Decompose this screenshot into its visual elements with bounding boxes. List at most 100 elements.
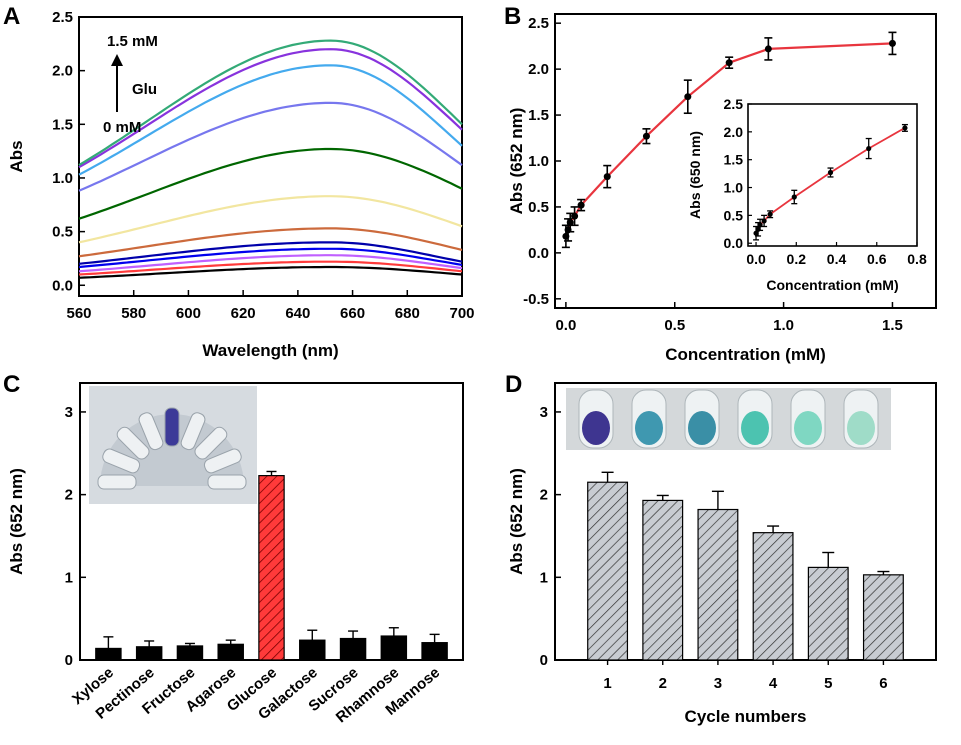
inset-y-axis-label: Abs (650 nm) xyxy=(687,131,703,219)
inset-y-tick-label: 0.5 xyxy=(724,207,744,223)
y-axis-label: Abs xyxy=(7,140,26,172)
tube-solution-6 xyxy=(847,411,875,445)
panel-label-a: A xyxy=(3,3,20,30)
panel-b: 0.0 0.5 1.0 1.5 -0.5 0.0 0.5 1.0 1.5 2.0 2.5 Concen… xyxy=(507,13,937,364)
spectrum-line-0 xyxy=(78,265,463,279)
y-tick-label: 1.0 xyxy=(528,153,549,170)
data-point xyxy=(603,173,611,181)
x-tick-label: 560 xyxy=(66,305,91,322)
y-tick-label: 2.5 xyxy=(528,15,549,32)
inset-photo-tubes xyxy=(89,386,257,504)
y-tick-label: 2.0 xyxy=(52,63,73,80)
tube-7 xyxy=(194,426,228,460)
x-tick-label: 4 xyxy=(769,675,778,692)
spectrum-line-10 xyxy=(78,48,463,169)
inset-data-point xyxy=(902,125,908,131)
x-tick-label: 1 xyxy=(603,675,611,692)
x-tick-label: 680 xyxy=(395,305,420,322)
y-axis-label: Abs (652 nm) xyxy=(507,468,526,575)
spectrum-line-2 xyxy=(78,254,463,273)
y-tick-label: 1.5 xyxy=(52,116,73,133)
y-tick-label: 1 xyxy=(540,569,548,586)
tube-solution-5 xyxy=(794,411,822,445)
panel-d: 0 1 2 3 Abs (652 nm) Cycle numbers 1 2 3 4 5 6 xyxy=(507,382,937,726)
tube-solution-1 xyxy=(582,411,610,445)
annotation-arrow-head xyxy=(111,54,123,66)
inset-y-tick-label: 0.0 xyxy=(724,235,744,251)
bar-rhamnose xyxy=(380,635,408,661)
inset-y-tick-label: 2.5 xyxy=(724,96,744,112)
inset-data-point xyxy=(827,169,834,176)
spectrum-line-7 xyxy=(78,147,463,220)
y-tick-label: 0.5 xyxy=(52,224,73,241)
x-tick-label: 580 xyxy=(121,305,146,322)
inset-x-axis-label: Concentration (mM) xyxy=(766,277,898,293)
tube-2 xyxy=(102,448,141,474)
bar-glucose xyxy=(258,475,285,661)
y-axis-label: Abs (652 nm) xyxy=(507,108,526,215)
inset-data-point xyxy=(761,218,767,224)
y-axis-label: Abs (652 nm) xyxy=(7,468,26,575)
inset-data-point xyxy=(753,230,759,236)
panel-a: 560 580 600 620 640 660 680 700 0.0 0.5 1.0 1.5 2.0 2… xyxy=(7,9,475,360)
inset-y-tick-label: 1.5 xyxy=(724,152,744,168)
tube-5 xyxy=(164,407,180,447)
bar-xylose xyxy=(95,647,122,661)
x-axis-label: Wavelength (nm) xyxy=(202,341,338,360)
panel-label-b: B xyxy=(504,3,521,30)
y-tick-label: 0.0 xyxy=(52,277,73,294)
spectrum-line-9 xyxy=(78,64,463,176)
bar-cycle-3 xyxy=(697,508,739,661)
y-tick-label: 0.5 xyxy=(528,199,549,216)
x-tick-label: 6 xyxy=(879,675,887,692)
bar-cycle-6 xyxy=(862,574,904,661)
y-tick-label: 1 xyxy=(65,569,73,586)
spectrum-line-3 xyxy=(78,247,463,269)
x-tick-label: 600 xyxy=(176,305,201,322)
annotation-bottom: 0 mM xyxy=(103,119,141,136)
x-tick-label: 700 xyxy=(449,305,474,322)
bar-cycle-5 xyxy=(807,566,849,661)
bar-mannose xyxy=(421,642,448,661)
y-tick-label: 2 xyxy=(540,487,548,504)
annotation-middle: Glu xyxy=(132,81,157,98)
x-tick-label: 3 xyxy=(714,675,722,692)
data-point xyxy=(571,212,579,220)
tube-6 xyxy=(180,412,206,451)
y-tick-label: 1.0 xyxy=(52,170,73,187)
plot-frame-a xyxy=(78,16,463,297)
data-point xyxy=(725,59,733,67)
bar-fructose xyxy=(176,645,204,661)
panel-label-c: C xyxy=(3,371,20,398)
inset-data-point xyxy=(791,194,797,200)
inset-y-tick-label: 2.0 xyxy=(724,124,744,140)
data-point xyxy=(642,132,650,140)
spectrum-line-6 xyxy=(78,195,463,244)
x-tick-label: 1.5 xyxy=(882,317,903,334)
bar-pectinose xyxy=(135,646,163,661)
bar-agarose xyxy=(217,643,244,661)
inset-x-tick-label: 0.2 xyxy=(787,251,807,267)
y-tick-label: 3 xyxy=(540,404,548,421)
x-tick-label: 660 xyxy=(340,305,365,322)
y-tick-label: 0 xyxy=(65,652,73,669)
y-tick-label: 2.0 xyxy=(528,61,549,78)
inset-x-tick-label: 0.0 xyxy=(746,251,766,267)
y-tick-label: 0.0 xyxy=(528,245,549,262)
inset-x-tick-label: 0.8 xyxy=(907,251,927,267)
tube-9 xyxy=(207,474,247,490)
tube-4 xyxy=(138,412,164,451)
inset-x-tick-label: 0.4 xyxy=(827,251,847,267)
bar-cycle-1 xyxy=(587,481,629,661)
plot-frame-d xyxy=(554,382,937,661)
inset-photo-cycle-tubes xyxy=(566,388,891,450)
bar-sucrose xyxy=(339,637,367,661)
inset-frame xyxy=(747,103,918,247)
data-point xyxy=(888,39,896,47)
y-tick-label: 2.5 xyxy=(52,9,73,26)
spectrum-line-5 xyxy=(78,227,463,258)
inset-x-tick-label: 0.6 xyxy=(867,251,887,267)
panel-label-d: D xyxy=(505,371,522,398)
y-tick-label: -0.5 xyxy=(523,291,549,308)
x-tick-label: 620 xyxy=(231,305,256,322)
